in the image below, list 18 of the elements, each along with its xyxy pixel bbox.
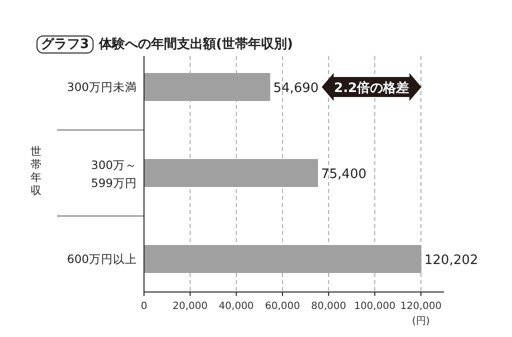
y-tick-label: 600万円以上 bbox=[67, 252, 137, 266]
x-axis-title: (円) bbox=[412, 316, 430, 327]
x-tick-label: 100,000 bbox=[354, 301, 396, 312]
x-tick-label: 40,000 bbox=[218, 301, 254, 312]
x-tick-label: 80,000 bbox=[311, 301, 346, 312]
data-label: 75,400 bbox=[321, 167, 366, 182]
x-tick-label: 20,000 bbox=[172, 301, 208, 312]
annotation: 2.2倍の格差 bbox=[334, 80, 410, 96]
chart-subtitle: 体験への年間支出額(世帯年収別) bbox=[98, 36, 293, 52]
chart-title: グラフ3 bbox=[41, 37, 90, 52]
x-tick-label: 120,000 bbox=[400, 301, 442, 312]
x-tick-label: 60,000 bbox=[264, 301, 300, 312]
y-tick-label: 300万～599万円 bbox=[91, 158, 137, 190]
y-tick-label: 300万円未満 bbox=[67, 80, 137, 94]
data-label: 120,202 bbox=[424, 253, 478, 268]
y-axis-title: 世帯年収 bbox=[30, 145, 42, 197]
x-tick-label: 0 bbox=[140, 301, 148, 312]
data-label: 54,690 bbox=[273, 81, 319, 96]
